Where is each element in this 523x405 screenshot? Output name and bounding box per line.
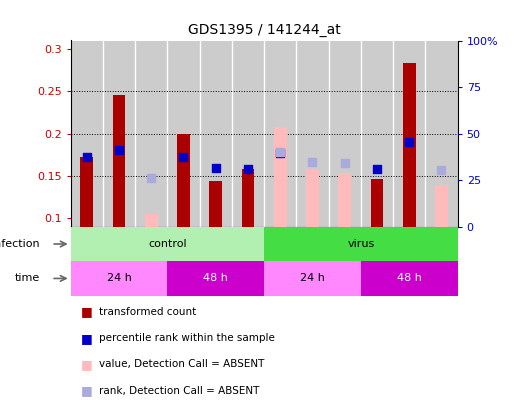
Bar xyxy=(306,170,319,227)
Bar xyxy=(361,261,458,296)
Bar xyxy=(112,95,126,227)
Point xyxy=(437,167,446,173)
Bar xyxy=(274,127,287,227)
Text: 24 h: 24 h xyxy=(300,273,325,283)
Bar xyxy=(209,181,222,227)
Bar xyxy=(264,227,458,261)
Title: GDS1395 / 141244_at: GDS1395 / 141244_at xyxy=(188,23,340,37)
Text: value, Detection Call = ABSENT: value, Detection Call = ABSENT xyxy=(99,360,265,369)
Point xyxy=(276,150,285,156)
Point xyxy=(83,153,91,160)
Text: rank, Detection Call = ABSENT: rank, Detection Call = ABSENT xyxy=(99,386,260,396)
Bar xyxy=(370,179,383,227)
Bar xyxy=(435,185,448,227)
Bar xyxy=(425,40,458,227)
Point xyxy=(244,166,252,173)
Bar xyxy=(338,173,351,227)
Point xyxy=(340,160,349,166)
Point xyxy=(179,153,188,160)
Bar xyxy=(232,40,264,227)
Bar xyxy=(103,40,135,227)
Bar xyxy=(71,261,167,296)
Bar xyxy=(264,40,297,227)
Text: ■: ■ xyxy=(81,332,93,345)
Bar xyxy=(71,227,264,261)
Bar xyxy=(177,134,190,227)
Text: control: control xyxy=(148,239,187,249)
Text: 48 h: 48 h xyxy=(203,273,228,283)
Bar xyxy=(328,40,361,227)
Text: virus: virus xyxy=(347,239,374,249)
Text: time: time xyxy=(15,273,40,283)
Point xyxy=(276,149,285,156)
Bar xyxy=(81,158,93,227)
Bar xyxy=(71,40,103,227)
Text: 24 h: 24 h xyxy=(107,273,131,283)
Bar xyxy=(361,40,393,227)
Bar xyxy=(167,40,200,227)
Text: ■: ■ xyxy=(81,384,93,397)
Bar xyxy=(200,40,232,227)
Text: ■: ■ xyxy=(81,305,93,318)
Point xyxy=(309,159,317,166)
Text: percentile rank within the sample: percentile rank within the sample xyxy=(99,333,275,343)
Text: 48 h: 48 h xyxy=(397,273,422,283)
Point xyxy=(373,166,381,173)
Bar xyxy=(264,261,361,296)
Bar xyxy=(242,169,254,227)
Text: infection: infection xyxy=(0,239,40,249)
Text: ■: ■ xyxy=(81,358,93,371)
Text: transformed count: transformed count xyxy=(99,307,197,317)
Bar xyxy=(297,40,328,227)
Bar xyxy=(403,62,416,227)
Point xyxy=(115,147,123,153)
Bar xyxy=(135,40,167,227)
Bar xyxy=(167,261,264,296)
Bar xyxy=(145,214,158,227)
Point xyxy=(211,164,220,171)
Point xyxy=(147,175,155,181)
Bar xyxy=(393,40,425,227)
Point xyxy=(405,139,413,145)
